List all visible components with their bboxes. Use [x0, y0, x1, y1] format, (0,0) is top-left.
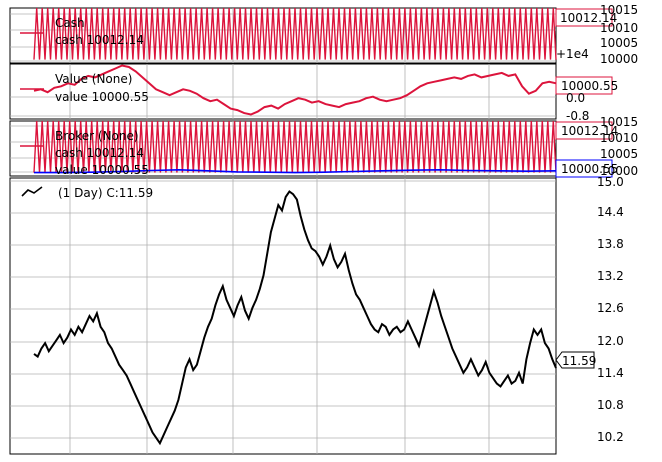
cash-ytick: 10015: [600, 3, 638, 17]
price-ytick: 13.8: [597, 237, 624, 251]
broker-value-series-line: [34, 168, 557, 174]
svg-text:10000.55: 10000.55: [561, 79, 618, 93]
broker-ytick: 10010: [600, 131, 638, 145]
broker-cash-tag: 10012.14: [555, 121, 618, 140]
cash-ytick: 10010: [600, 21, 638, 35]
broker-legend-title: Broker (None): [55, 129, 139, 143]
cash-series-line: [33, 7, 557, 60]
price-grid: [10, 178, 556, 454]
price-legend-swatch: [21, 186, 43, 197]
price-ytick: 12.6: [597, 301, 624, 315]
broker-cash-series-line: [33, 120, 557, 173]
cash-legend-entry: cash 10012.14: [55, 33, 144, 47]
price-legend-entry: (1 Day) C:11.59: [58, 186, 153, 200]
svg-text:10012.14: 10012.14: [561, 124, 618, 138]
broker-value-tag: 10000.55: [555, 159, 618, 178]
cash-last-tag: 10012.14: [555, 8, 617, 27]
price-ytick: 11.4: [597, 366, 624, 380]
price-ytick: 15.0: [597, 175, 624, 189]
value-legend-entry: value 10000.55: [55, 90, 149, 104]
price-ytick: 14.4: [597, 205, 624, 219]
svg-text:11.59: 11.59: [562, 354, 596, 368]
price-last-tag: 11.59: [555, 351, 596, 369]
value-series-line: [33, 64, 557, 116]
panel-broker: Broker (None) cash 10012.14 value 10000.…: [9, 115, 638, 178]
broker-ytick: 10015: [600, 115, 638, 129]
broker-legend-entry-value: value 10000.55: [55, 163, 149, 177]
price-ytick: 13.2: [597, 269, 624, 283]
panel-value: Value (None) value 10000.55 10000.55 0.0…: [9, 63, 618, 123]
price-ytick: 12.0: [597, 334, 624, 348]
broker-ytick: 10000: [600, 164, 638, 178]
value-last-tag: 10000.55: [555, 76, 618, 95]
cash-legend-title: Cash: [55, 16, 85, 30]
value-legend-title: Value (None): [55, 72, 132, 86]
value-ytick: -0.8: [566, 109, 589, 123]
price-ytick: 10.2: [597, 430, 624, 444]
value-grid: [10, 64, 556, 119]
svg-text:10000.55: 10000.55: [561, 162, 618, 176]
broker-legend-entry-cash: cash 10012.14: [55, 146, 144, 160]
price-series-line: [33, 190, 557, 446]
value-ytick: 0.0: [566, 91, 585, 105]
cash-ytick: 10005: [600, 36, 638, 50]
panel-price: (1 Day) C:11.59 11.59 15.0 14.4 13.8 13.…: [9, 175, 624, 455]
cash-offset-label: +1e4: [556, 47, 589, 61]
panel-cash: Cash cash 10012.14 10012.14 10015 10010 …: [9, 3, 638, 66]
broker-ytick: 10005: [600, 147, 638, 161]
price-ytick: 10.8: [597, 398, 624, 412]
svg-text:10012.14: 10012.14: [560, 11, 617, 25]
cash-ytick: 10000: [600, 52, 638, 66]
